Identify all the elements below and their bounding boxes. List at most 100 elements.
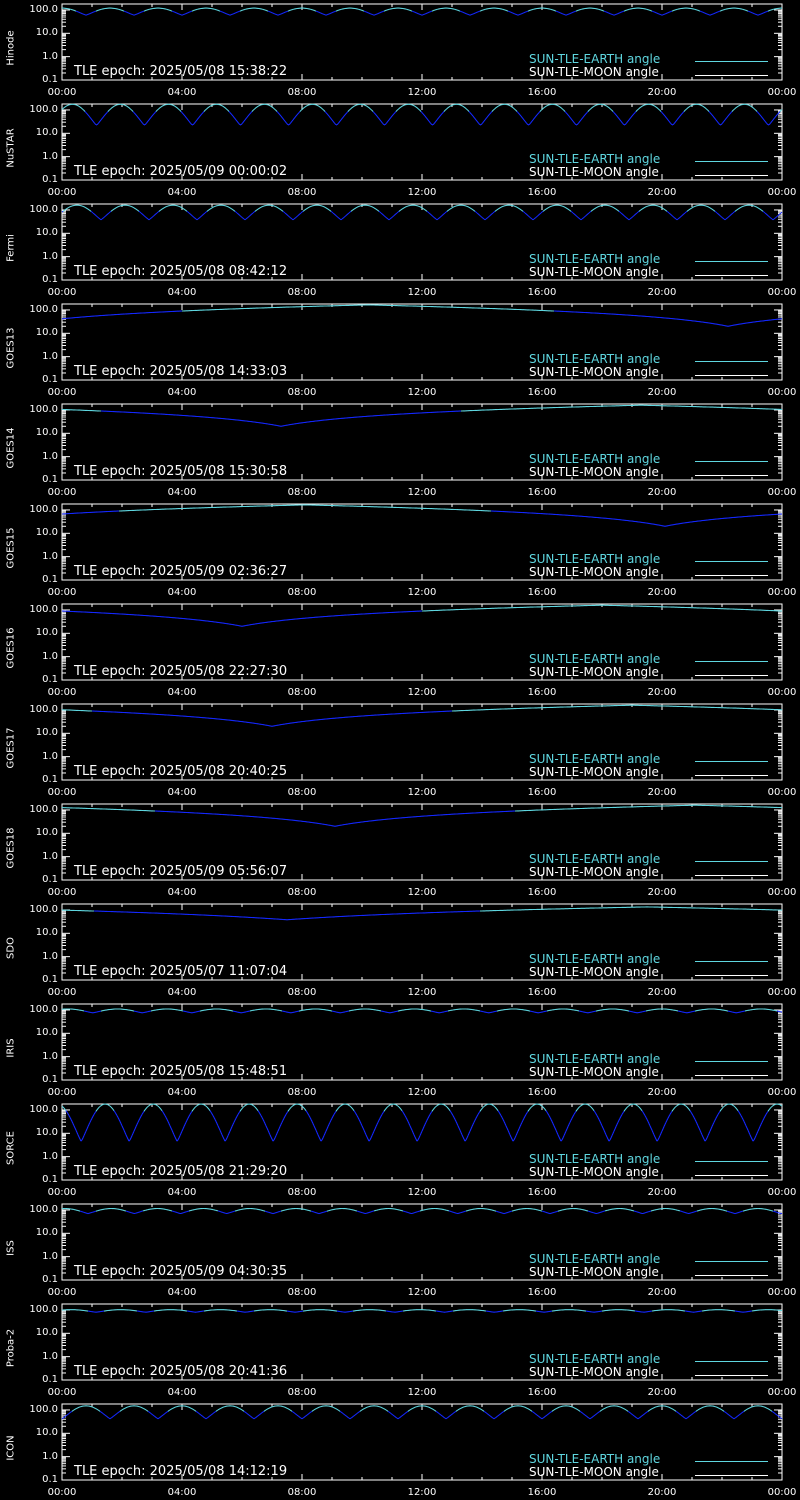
series-segment — [614, 208, 617, 210]
series-segment — [450, 104, 453, 107]
series-segment — [564, 206, 567, 209]
chart-svg — [61, 403, 783, 481]
series-segment — [185, 12, 188, 15]
series-segment — [512, 107, 515, 110]
series-segment — [192, 123, 195, 126]
series-segment — [206, 210, 209, 212]
series-segment — [765, 122, 768, 125]
series-segment — [252, 211, 255, 214]
series-segment — [469, 207, 472, 209]
y-tick-label: 100.0 — [29, 303, 58, 315]
series-segment — [512, 12, 515, 15]
series-segment — [292, 218, 295, 221]
series-segment — [582, 216, 585, 219]
series-segment — [580, 118, 583, 121]
series-segment — [187, 119, 190, 122]
series-segment — [581, 117, 584, 119]
series-segment — [134, 208, 137, 210]
x-tick-label: 00:00 — [47, 187, 77, 198]
series-segment — [567, 114, 570, 117]
series-segment — [439, 114, 442, 117]
series-segment — [425, 12, 428, 15]
series-segment — [576, 216, 579, 218]
series-segment — [583, 114, 586, 117]
series-segment — [393, 214, 396, 217]
legend-sun-earth-label: SUN-TLE-EARTH angle — [529, 152, 661, 166]
series-segment — [297, 112, 300, 115]
tle-epoch-value: 2025/05/09 00:00:02 — [149, 164, 288, 179]
series-segment — [325, 112, 328, 115]
legend-sun-moon-line — [695, 375, 768, 376]
series-segment — [596, 206, 599, 208]
series-segment — [630, 115, 633, 118]
series-segment — [422, 208, 425, 210]
series-segment — [180, 111, 183, 113]
series-segment — [252, 109, 255, 111]
series-segment — [678, 115, 681, 118]
series-segment — [326, 208, 329, 210]
series-segment — [76, 104, 79, 107]
series-segment — [732, 109, 735, 111]
series-segment — [236, 212, 239, 215]
series-segment — [65, 208, 68, 210]
series-segment — [438, 216, 441, 219]
series-segment — [498, 104, 501, 107]
series-segment — [673, 216, 676, 219]
series-segment — [284, 212, 287, 215]
series-segment — [184, 209, 187, 212]
series-segment — [291, 119, 294, 122]
series-segment — [727, 216, 730, 218]
series-segment — [627, 218, 630, 221]
series-segment — [328, 209, 331, 212]
series-segment — [764, 120, 767, 123]
series-segment — [292, 118, 295, 121]
series-segment — [144, 216, 147, 218]
series-segment — [770, 120, 773, 123]
series-segment — [541, 210, 544, 213]
series-segment — [283, 211, 286, 214]
series-segment — [183, 114, 186, 117]
series-segment — [191, 215, 194, 217]
series-segment — [101, 217, 104, 220]
series-segment — [423, 114, 426, 117]
series-segment — [624, 123, 627, 126]
series-segment — [223, 106, 226, 109]
series-segment — [656, 107, 659, 110]
series-segment — [586, 213, 589, 216]
series-segment — [614, 113, 617, 116]
series-segment — [631, 114, 634, 117]
series-segment — [155, 212, 158, 215]
series-segment — [299, 110, 302, 112]
series-segment — [574, 123, 577, 126]
series-segment — [344, 113, 347, 116]
series-segment — [277, 112, 280, 115]
series-segment — [327, 114, 330, 117]
series-segment — [567, 208, 570, 211]
series-segment — [518, 113, 521, 116]
series-segment — [83, 110, 86, 112]
series-segment — [570, 210, 573, 213]
series-segment — [300, 109, 303, 111]
series-segment — [420, 111, 423, 113]
series-segment — [623, 215, 626, 217]
series-segment — [485, 217, 488, 220]
series-segment — [724, 218, 727, 221]
series-segment — [608, 12, 611, 15]
series-segment — [780, 109, 783, 111]
x-tick-label: 08:00 — [287, 287, 317, 298]
series-segment — [288, 216, 291, 218]
tle-epoch-prefix: TLE epoch: — [74, 264, 150, 279]
series-segment — [480, 216, 483, 218]
series-segment — [672, 123, 675, 126]
series-segment — [481, 216, 484, 219]
series-segment — [107, 110, 110, 112]
series-segment — [493, 108, 496, 110]
series-segment — [294, 115, 297, 118]
series-segment — [340, 118, 343, 121]
series-segment — [200, 215, 203, 217]
series-segment — [734, 210, 737, 212]
series-segment — [64, 208, 67, 211]
series-segment — [684, 109, 687, 111]
series-segment — [185, 117, 188, 119]
